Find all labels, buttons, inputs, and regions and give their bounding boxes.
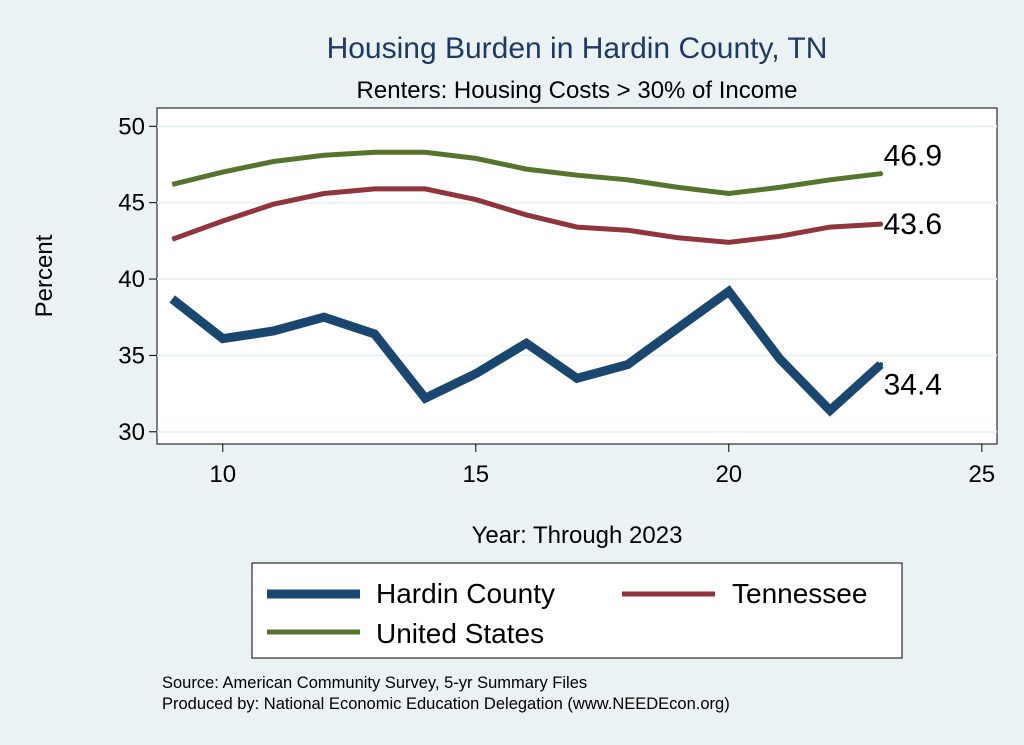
- series-line-tennessee: [171, 186, 881, 245]
- x-tick-label-20: 20: [715, 461, 742, 488]
- series-line-united-states: [171, 149, 881, 197]
- x-tick-label-15: 15: [462, 461, 489, 488]
- x-tick-label-25: 25: [968, 461, 995, 488]
- source-note: Source: American Community Survey, 5-yr …: [162, 674, 587, 692]
- end-point-united-states: [878, 171, 884, 177]
- chart-subtitle: Renters: Housing Costs > 30% of Income: [357, 77, 798, 104]
- y-tick-label-45: 45: [118, 190, 145, 217]
- x-axis: 10 15 20 25: [209, 444, 995, 488]
- end-label-united-states: 46.9: [884, 140, 942, 173]
- series-layer: [169, 149, 884, 417]
- legend-label-united-states: United States: [376, 618, 544, 649]
- end-point-hardin-county: [878, 362, 884, 368]
- x-tick-label-10: 10: [209, 461, 236, 488]
- end-point-tennessee: [878, 221, 884, 227]
- x-axis-title: Year: Through 2023: [472, 522, 683, 549]
- end-label-hardin-county: 34.4: [884, 369, 942, 402]
- legend-box: [251, 562, 903, 659]
- y-axis: 30 35 40 45 50: [118, 113, 157, 446]
- end-labels: 46.9 43.6 34.4: [884, 140, 942, 402]
- end-label-tennessee: 43.6: [884, 208, 942, 241]
- y-tick-label-35: 35: [118, 342, 145, 369]
- y-tick-label-30: 30: [118, 419, 145, 446]
- produced-by-note: Produced by: National Economic Education…: [162, 695, 730, 713]
- legend-label-tennessee: Tennessee: [732, 578, 867, 609]
- y-tick-label-40: 40: [118, 266, 145, 293]
- gridlines: [157, 125, 997, 433]
- y-tick-label-50: 50: [118, 113, 145, 140]
- y-axis-title: Percent: [31, 234, 58, 317]
- legend: Hardin County Tennessee United States: [251, 562, 903, 659]
- legend-label-hardin-county: Hardin County: [376, 578, 555, 609]
- chart-title: Housing Burden in Hardin County, TN: [327, 32, 828, 65]
- series-line-hardin-county: [169, 285, 884, 417]
